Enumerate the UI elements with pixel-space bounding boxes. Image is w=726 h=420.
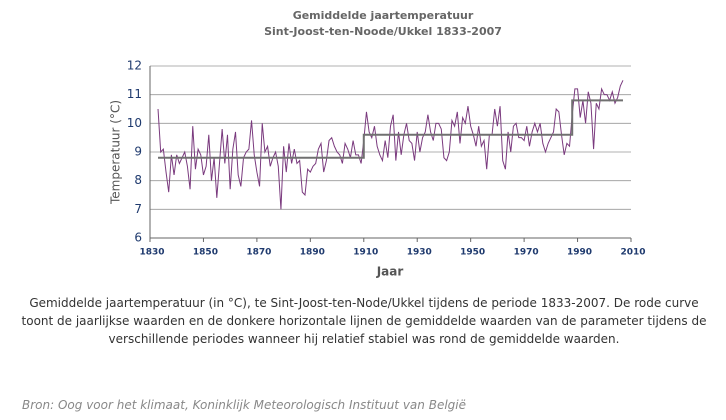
chart-title: Gemiddelde jaartemperatuur bbox=[293, 9, 474, 22]
x-tick-label: 1890 bbox=[300, 248, 325, 258]
y-tick-label: 7 bbox=[134, 202, 142, 216]
x-tick-label: 1830 bbox=[139, 248, 164, 258]
x-tick-label: 1910 bbox=[353, 248, 378, 258]
y-tick-label: 6 bbox=[134, 231, 142, 245]
y-tick-label: 12 bbox=[127, 59, 142, 73]
source: Bron: Oog voor het klimaat, Koninklijk M… bbox=[22, 398, 466, 412]
y-tick-label: 8 bbox=[134, 173, 142, 187]
caption: Gemiddelde jaartemperatuur (in °C), te S… bbox=[21, 296, 707, 346]
x-axis-label: Jaar bbox=[376, 265, 404, 279]
x-tick-label: 1970 bbox=[514, 248, 539, 258]
y-tick-label: 9 bbox=[134, 145, 142, 159]
x-tick-label: 1990 bbox=[567, 248, 592, 258]
x-tick-label: 1930 bbox=[407, 248, 432, 258]
x-tick-label: 1870 bbox=[246, 248, 271, 258]
x-tick-label: 1850 bbox=[193, 248, 218, 258]
x-tick-label: 2010 bbox=[620, 248, 645, 258]
annual-line bbox=[157, 80, 624, 210]
y-axis-label: Temperatuur (°C) bbox=[109, 100, 123, 205]
y-tick-label: 11 bbox=[127, 87, 142, 101]
chart-subtitle: Sint-Joost-ten-Noode/Ukkel 1833-2007 bbox=[264, 25, 502, 38]
period-mean-line bbox=[158, 99, 623, 159]
chart: Gemiddelde jaartemperatuur Sint-Joost-te… bbox=[109, 9, 646, 279]
y-tick-label: 10 bbox=[127, 116, 142, 130]
x-tick-label: 1950 bbox=[460, 248, 485, 258]
